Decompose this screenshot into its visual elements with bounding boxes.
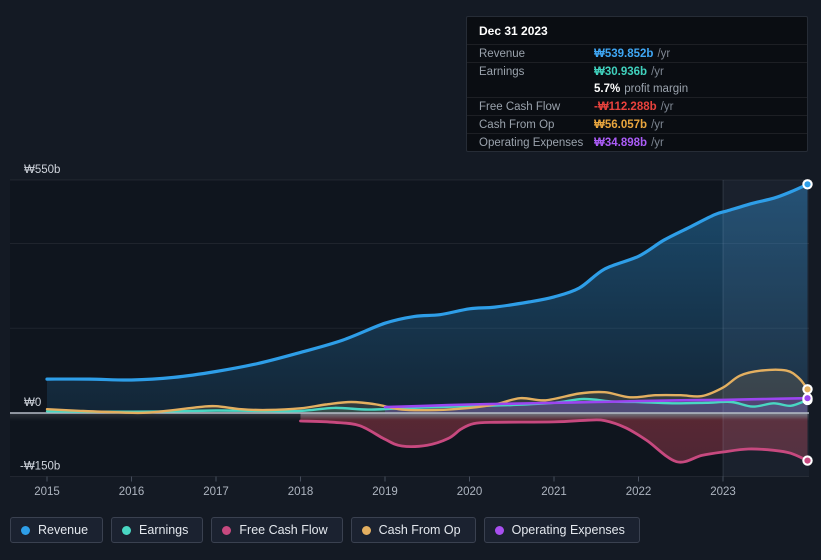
fcf-area xyxy=(300,413,808,463)
legend-item-cash-from-op[interactable]: Cash From Op xyxy=(350,517,476,543)
fcf-line xyxy=(299,418,809,464)
x-axis-label-2017: 2017 xyxy=(203,486,229,498)
chart-canvas[interactable]: 2015 2016 2017 2018 2019 2020 2021 2022 2023 ₩550… xyxy=(0,0,821,506)
opex-end-dot xyxy=(804,395,811,402)
revenue-line xyxy=(45,182,810,382)
legend-label-revenue: Revenue xyxy=(38,523,89,537)
earnings-value-suffix: /yr xyxy=(651,65,664,78)
legend-item-operating-expenses[interactable]: Operating Expenses xyxy=(483,517,640,543)
x-axis-label-2020: 2020 xyxy=(457,486,483,498)
legend-label-free-cash-flow: Free Cash Flow xyxy=(239,523,328,537)
tooltip-row-revenue: Revenue ₩539.852b /yr xyxy=(467,44,807,62)
tooltip-row-profit-margin: 5.7% profit margin xyxy=(467,80,807,97)
tooltip-row-cash-from-op: Cash From Op ₩56.057b /yr xyxy=(467,115,807,133)
tooltip-date: Dec 31 2023 xyxy=(479,24,548,38)
legend-item-earnings[interactable]: Earnings xyxy=(111,517,204,543)
cash-from-op-value: ₩56.057b xyxy=(594,118,648,131)
cash-from-op-value-suffix: /yr xyxy=(651,118,664,131)
chart-data-tooltip: Dec 31 2023 Revenue ₩539.852b /yr Earnin… xyxy=(466,16,808,152)
revenue-value: ₩539.852b xyxy=(594,47,654,60)
free-cash-flow-legend-dot-icon xyxy=(222,525,232,535)
cashop-line xyxy=(45,368,809,415)
cashop-end-dot xyxy=(804,386,811,393)
cash-from-op-label: Cash From Op xyxy=(479,118,555,131)
tooltip-row-operating-expenses: Operating Expenses ₩34.898b /yr xyxy=(467,133,807,151)
legend-item-revenue[interactable]: Revenue xyxy=(10,517,104,543)
highlight-band xyxy=(723,180,809,477)
earnings-label: Earnings xyxy=(479,65,525,78)
revenue-area xyxy=(47,184,808,413)
legend-label-operating-expenses: Operating Expenses xyxy=(511,523,625,537)
y-axis-label-0: ₩0 xyxy=(24,397,41,409)
profit-margin-text: profit margin xyxy=(624,82,689,95)
operating-expenses-value-suffix: /yr xyxy=(651,136,664,149)
zero-line-glow xyxy=(10,413,809,421)
tooltip-row-earnings: Earnings ₩30.936b /yr xyxy=(467,62,807,80)
legend-item-free-cash-flow[interactable]: Free Cash Flow xyxy=(211,517,343,543)
y-axis-label-550: ₩550b xyxy=(24,164,60,176)
x-axis-label-2015: 2015 xyxy=(34,486,60,498)
free-cash-flow-value-suffix: /yr xyxy=(660,100,674,113)
x-axis-label-2021: 2021 xyxy=(541,486,567,498)
x-axis-label-2016: 2016 xyxy=(119,486,145,498)
tooltip-row-free-cash-flow: Free Cash Flow -₩112.288b /yr xyxy=(467,97,807,115)
legend-label-earnings: Earnings xyxy=(139,523,189,537)
operating-expenses-legend-dot-icon xyxy=(494,525,504,535)
revenue-legend-dot-icon xyxy=(21,525,30,535)
revenue-value-suffix: /yr xyxy=(657,47,671,60)
y-axis-label--150: -₩150b xyxy=(20,461,60,473)
x-axis-label-2018: 2018 xyxy=(288,486,314,498)
earnings-value: ₩30.936b xyxy=(594,65,648,78)
free-cash-flow-label: Free Cash Flow xyxy=(479,100,561,113)
revenue-end-dot xyxy=(804,181,811,188)
operating-expenses-value: ₩34.898b xyxy=(594,136,648,149)
x-axis-label-2023: 2023 xyxy=(710,486,736,498)
cash-from-op-legend-dot-icon xyxy=(361,525,371,535)
fcf-end-dot xyxy=(804,457,811,464)
chart-legend: Revenue Earnings Free Cash Flow Cash Fro… xyxy=(10,517,640,543)
revenue-label: Revenue xyxy=(479,47,526,60)
operating-expenses-label: Operating Expenses xyxy=(479,136,584,149)
opex-line xyxy=(383,396,809,409)
legend-label-cash-from-op: Cash From Op xyxy=(378,523,461,537)
x-axis-label-2022: 2022 xyxy=(626,486,652,498)
earnings-legend-dot-icon xyxy=(122,525,132,535)
free-cash-flow-value: -₩112.288b xyxy=(594,100,657,113)
profit-margin-value: 5.7% xyxy=(594,82,621,95)
x-axis-label-2019: 2019 xyxy=(372,486,398,498)
